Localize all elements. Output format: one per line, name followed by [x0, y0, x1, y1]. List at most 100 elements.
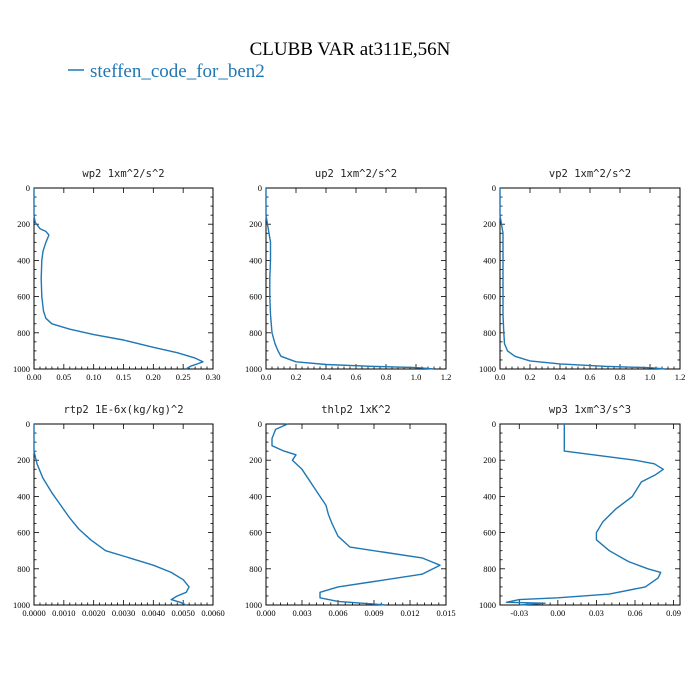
series-line	[265, 188, 435, 370]
subplot-5: thlp2 1xK^2 0.000 0.003 0.006 0.009 0.012 0.01…	[245, 404, 456, 618]
subplot-2: up2 1xm^2/s^2 0.0 0.2 0.4 0.6 0.8 1.0 1.2 0 200 40…	[245, 168, 451, 382]
y-tick-label: 1000	[479, 600, 496, 610]
x-tick-label: 0.15	[116, 372, 131, 382]
y-tick-label: 600	[249, 528, 262, 538]
subplot-title: rtp2 1E-6x(kg/kg)^2	[63, 404, 183, 416]
y-tick-label: 1000	[13, 364, 30, 374]
series-line	[33, 188, 204, 370]
x-tick-label: 0.2	[291, 372, 302, 382]
x-tick-label: 0.4	[321, 372, 332, 382]
y-tick-label: 800	[17, 564, 30, 574]
y-tick-label: 800	[17, 328, 30, 338]
y-tick-label: 400	[483, 255, 496, 265]
y-tick-label: 1000	[479, 364, 496, 374]
y-tick-label: 800	[249, 328, 262, 338]
y-tick-label: 0	[26, 419, 30, 429]
x-tick-label: 0.006	[328, 608, 347, 618]
x-tick-label: 0.009	[364, 608, 383, 618]
y-tick-label: 1000	[13, 600, 30, 610]
series-line	[33, 424, 190, 606]
legend-label: steffen_code_for_ben2	[90, 61, 265, 82]
y-tick-label: 400	[17, 491, 30, 501]
x-tick-label: 0.06	[628, 608, 643, 618]
y-tick-label: 200	[483, 219, 496, 229]
subplot-4: rtp2 1E-6x(kg/kg)^2 0.0000 0.0010 0.0020 0.0…	[13, 404, 225, 618]
axes-frame	[265, 187, 447, 370]
subplot-title: thlp2 1xK^2	[321, 404, 391, 416]
x-tick-label: 0.00	[550, 608, 565, 618]
x-tick-label: 0.0	[261, 372, 272, 382]
y-tick-label: 0	[258, 183, 262, 193]
x-tick-label: 0.003	[292, 608, 311, 618]
x-tick-label: 0.0060	[201, 608, 224, 618]
y-tick-label: 1000	[245, 364, 262, 374]
subplot-1: wp2 1xm^2/s^2 0.00 0.05 0.10 0.15 0.20 0.25 0.3…	[13, 168, 220, 382]
y-tick-label: 600	[483, 292, 496, 302]
y-tick-label: 600	[17, 528, 30, 538]
x-tick-label: 0.0050	[171, 608, 194, 618]
y-tick-label: 400	[249, 491, 262, 501]
y-tick-label: 800	[483, 564, 496, 574]
subplot-grid: wp2 1xm^2/s^20.00 0.05 0.10 0.15 0.20 0.25 0.3…	[13, 168, 685, 618]
x-tick-label: 1.0	[645, 372, 656, 382]
x-tick-label: -0.03	[510, 608, 528, 618]
axes-frame	[265, 423, 447, 606]
x-tick-label: 0.015	[436, 608, 455, 618]
subplot-title: wp2 1xm^2/s^2	[82, 168, 164, 180]
y-tick-label: 0	[26, 183, 30, 193]
x-tick-label: 1.2	[441, 372, 452, 382]
axes-frame	[499, 187, 681, 370]
x-tick-label: 0.000	[256, 608, 275, 618]
x-tick-label: 0.05	[56, 372, 71, 382]
x-tick-label: 0.20	[146, 372, 161, 382]
subplot-title: up2 1xm^2/s^2	[315, 168, 397, 180]
x-tick-label: 0.00	[27, 372, 42, 382]
axes-frame	[33, 187, 214, 370]
y-tick-label: 200	[249, 219, 262, 229]
x-tick-label: 1.2	[675, 372, 686, 382]
x-tick-label: 0.0020	[82, 608, 105, 618]
figure-title: CLUBB VAR at311E,56N	[250, 39, 451, 60]
x-tick-label: 1.0	[411, 372, 422, 382]
x-tick-label: 0.0	[495, 372, 506, 382]
axes-frame	[499, 423, 681, 606]
y-tick-label: 0	[492, 183, 496, 193]
y-tick-label: 400	[483, 491, 496, 501]
x-tick-label: 0.0000	[22, 608, 45, 618]
y-tick-label: 1000	[245, 600, 262, 610]
x-tick-label: 0.0040	[142, 608, 165, 618]
y-tick-label: 200	[483, 455, 496, 465]
x-tick-label: 0.0030	[112, 608, 135, 618]
series-line	[271, 423, 441, 606]
y-tick-label: 600	[483, 528, 496, 538]
subplot-6: wp3 1xm^3/s^3 -0.03 0.00 0.03 0.06 0.09 0 200 40…	[479, 404, 681, 618]
x-tick-label: 0.2	[525, 372, 536, 382]
x-tick-label: 0.30	[206, 372, 221, 382]
x-tick-label: 0.6	[351, 372, 362, 382]
y-tick-label: 0	[492, 419, 496, 429]
x-tick-label: 0.6	[585, 372, 596, 382]
x-tick-label: 0.03	[589, 608, 604, 618]
x-tick-label: 0.0010	[52, 608, 75, 618]
y-tick-label: 600	[17, 292, 30, 302]
y-tick-label: 200	[17, 455, 30, 465]
y-tick-label: 600	[249, 292, 262, 302]
subplot-title: vp2 1xm^2/s^2	[549, 168, 631, 180]
y-tick-label: 800	[483, 328, 496, 338]
x-tick-label: 0.8	[381, 372, 392, 382]
x-tick-label: 0.09	[666, 608, 681, 618]
y-tick-label: 400	[249, 255, 262, 265]
series-line	[505, 424, 664, 606]
y-tick-label: 200	[17, 219, 30, 229]
axes-frame	[33, 423, 214, 606]
x-tick-label: 0.012	[400, 608, 419, 618]
x-tick-label: 0.4	[555, 372, 566, 382]
subplot-title: wp3 1xm^3/s^3	[549, 404, 631, 416]
y-tick-label: 800	[249, 564, 262, 574]
x-tick-label: 0.25	[176, 372, 191, 382]
y-tick-label: 400	[17, 255, 30, 265]
x-tick-label: 0.10	[86, 372, 101, 382]
y-tick-label: 0	[258, 419, 262, 429]
subplot-3: vp2 1xm^2/s^2 0.0 0.2 0.4 0.6 0.8 1.0 1.2 0 200 40…	[479, 168, 685, 382]
